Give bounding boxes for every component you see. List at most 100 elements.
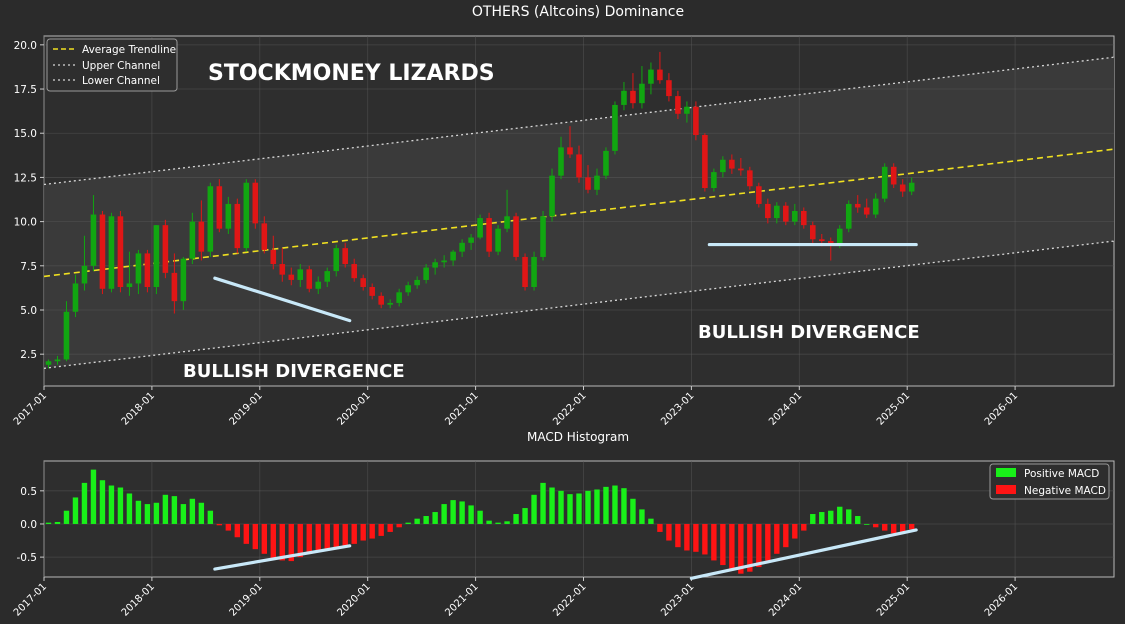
macd-bar-positive	[603, 486, 609, 524]
macd-bar-negative	[891, 523, 897, 534]
macd-bar-negative	[908, 523, 915, 530]
candle-body	[261, 223, 268, 250]
macd-bar-negative	[342, 523, 348, 548]
macd-bars	[45, 469, 915, 574]
candle-body	[369, 287, 375, 296]
macd-bar-positive	[171, 496, 178, 524]
macd-bar-negative	[666, 523, 672, 541]
macd-bar-positive	[198, 502, 205, 524]
candle-body	[854, 203, 861, 208]
candle-body	[351, 264, 357, 279]
macd-bar-negative	[324, 523, 330, 551]
top-chart-title: OTHERS (Altcoins) Dominance	[472, 4, 684, 20]
candle-body	[171, 272, 178, 302]
macd-bar-positive	[144, 504, 151, 524]
macd-bar-negative	[297, 523, 303, 558]
candle-body	[279, 264, 286, 275]
candle-body	[576, 154, 582, 178]
bottom-y-tick-label: 0.0	[20, 519, 37, 531]
candle-body	[702, 134, 708, 189]
macd-bar-positive	[594, 489, 600, 524]
macd-bar-positive	[153, 502, 160, 524]
candle-body	[648, 69, 654, 84]
macd-bar-negative	[369, 523, 375, 539]
macd-bar-positive	[54, 521, 61, 524]
macd-bar-positive	[846, 509, 852, 524]
watermark-text: STOCKMONEY LIZARDS	[208, 61, 495, 86]
candle-body	[531, 256, 537, 288]
legend-negative-swatch	[996, 485, 1016, 494]
macd-bar-positive	[828, 510, 834, 524]
candle-body	[836, 228, 843, 245]
macd-bar-positive	[810, 514, 816, 524]
candle-body	[72, 283, 79, 312]
candle-body	[117, 216, 124, 288]
candle-body	[818, 239, 825, 242]
macd-bar-positive	[180, 504, 187, 524]
candle-body	[585, 177, 591, 190]
candle-body	[306, 269, 313, 289]
candlesticks	[45, 51, 915, 369]
candle-body	[774, 205, 780, 219]
candle-body	[783, 205, 789, 222]
macd-bar-negative	[234, 523, 241, 538]
candle-body	[630, 90, 636, 104]
candle-body	[756, 186, 762, 204]
candle-body	[612, 104, 618, 151]
macd-bar-positive	[855, 516, 861, 524]
candle-body	[881, 166, 888, 199]
candle-body	[747, 170, 753, 187]
candle-body	[459, 242, 465, 252]
macd-bar-positive	[612, 485, 618, 524]
macd-bar-positive	[72, 497, 79, 524]
macd-bar-negative	[801, 523, 807, 531]
candle-body	[288, 274, 295, 280]
macd-bar-positive	[648, 518, 654, 524]
candle-body	[207, 186, 214, 252]
candle-body	[899, 184, 906, 192]
candle-body	[639, 83, 645, 104]
candle-body	[198, 221, 205, 252]
macd-bar-negative	[216, 523, 223, 526]
macd-bar-positive	[567, 494, 573, 524]
macd-bar-positive	[468, 505, 474, 524]
candle-body	[441, 260, 447, 263]
candle-body	[135, 253, 142, 284]
candle-body	[387, 302, 393, 305]
candle-body	[594, 175, 600, 190]
macd-bar-negative	[657, 523, 663, 532]
macd-bar-negative	[720, 523, 726, 566]
macd-bar-negative	[774, 523, 780, 554]
legend-positive-label: Positive MACD	[1024, 468, 1099, 480]
candle-body	[540, 216, 546, 257]
channel-fill	[44, 57, 1114, 369]
macd-bar-negative	[693, 523, 699, 552]
candle-body	[477, 218, 483, 238]
candle-body	[162, 225, 169, 273]
price-divergence-line	[213, 276, 352, 323]
annotation-bullish-divergence-left: BULLISH DIVERGENCE	[183, 361, 405, 382]
macd-bar-positive	[81, 482, 88, 524]
macd-bar-positive	[558, 490, 564, 524]
macd-bar-positive	[45, 522, 52, 524]
candle-body	[432, 262, 438, 268]
macd-bar-positive	[117, 487, 124, 524]
macd-bar-negative	[315, 523, 321, 552]
candle-body	[621, 90, 627, 105]
top-y-tick-label: 20.0	[14, 40, 37, 52]
candle-body	[225, 203, 232, 229]
top-y-tick-label: 5.0	[20, 305, 37, 317]
candle-body	[603, 150, 609, 176]
macd-bar-negative	[378, 523, 384, 536]
macd-bar-positive	[486, 520, 492, 524]
macd-bar-negative	[333, 523, 339, 550]
macd-bar-positive	[126, 493, 133, 524]
bottom-y-axis: -0.5 0.0 0.5	[17, 486, 44, 564]
top-y-tick-label: 17.5	[14, 84, 37, 96]
candle-body	[872, 198, 879, 215]
macd-bar-negative	[243, 523, 250, 544]
macd-bar-positive	[819, 512, 825, 524]
bottom-chart-title: MACD Histogram	[527, 430, 629, 444]
macd-bar-positive	[837, 506, 843, 524]
